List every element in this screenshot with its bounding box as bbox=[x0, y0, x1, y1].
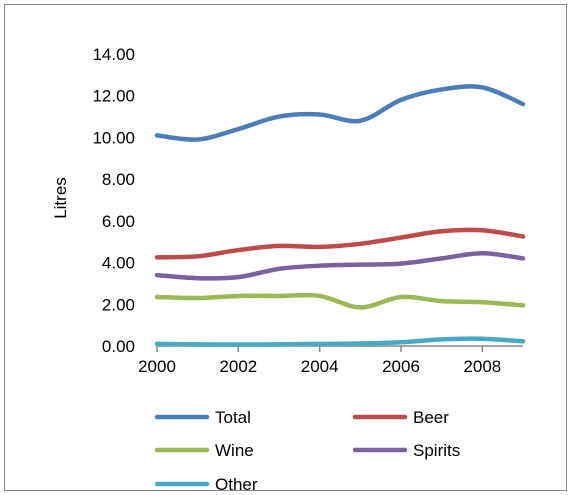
y-tick-label: 6.00 bbox=[102, 212, 135, 231]
series-line-beer bbox=[154, 227, 526, 260]
x-tick-label: 2000 bbox=[138, 357, 176, 376]
legend-label-beer: Beer bbox=[413, 408, 449, 427]
series-line-wine bbox=[154, 292, 526, 310]
x-tick-label: 2006 bbox=[382, 357, 420, 376]
x-tick-label: 2008 bbox=[463, 357, 501, 376]
series-line-other bbox=[154, 336, 526, 347]
legend-label-other: Other bbox=[215, 475, 258, 494]
y-tick-label: 12.00 bbox=[92, 87, 135, 106]
series-line-spirits bbox=[154, 250, 526, 281]
legend-label-wine: Wine bbox=[215, 441, 254, 460]
y-axis-ticks: 0.00 2.00 4.00 6.00 8.00 10.00 12.00 14.00 bbox=[92, 45, 135, 356]
y-tick-label: 8.00 bbox=[102, 170, 135, 189]
y-tick-label: 2.00 bbox=[102, 295, 135, 314]
x-tick-label: 2002 bbox=[219, 357, 257, 376]
series-line-total bbox=[154, 84, 526, 142]
y-axis-title: Litres bbox=[51, 177, 70, 219]
legend-label-spirits: Spirits bbox=[413, 441, 460, 460]
x-tick-label: 2004 bbox=[301, 357, 339, 376]
y-tick-label: 10.00 bbox=[92, 128, 135, 147]
legend: Total Beer Wine Spirits Other bbox=[154, 408, 460, 494]
y-tick-label: 14.00 bbox=[92, 45, 135, 64]
y-tick-label: 4.00 bbox=[102, 254, 135, 273]
series-layer bbox=[154, 84, 526, 347]
x-axis-ticks: 2000 2002 2004 2006 2008 bbox=[138, 346, 501, 376]
legend-label-total: Total bbox=[215, 408, 251, 427]
y-tick-label: 0.00 bbox=[102, 337, 135, 356]
